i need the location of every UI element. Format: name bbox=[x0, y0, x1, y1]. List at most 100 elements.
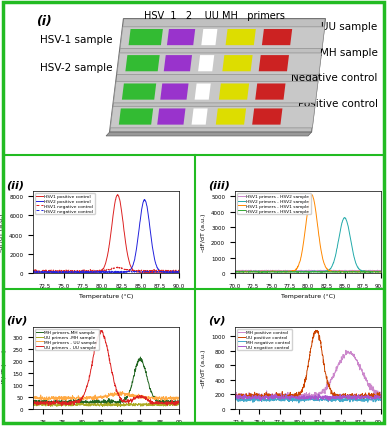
UU primers -MH sample bbox=[117, 402, 122, 407]
HSV1 primers - HSV1 sample bbox=[379, 269, 384, 274]
HSV1 primers - HSV2 sample bbox=[299, 269, 304, 274]
Polygon shape bbox=[192, 109, 208, 125]
Line: HSV1 positive control: HSV1 positive control bbox=[33, 195, 179, 273]
MH primers-MH sample bbox=[31, 400, 35, 406]
HSV1 positive control bbox=[141, 270, 146, 275]
HSV2 primers - HSV1 sample bbox=[368, 270, 373, 275]
Polygon shape bbox=[119, 109, 153, 125]
HSV1 positive control bbox=[57, 270, 61, 275]
Legend: HSV1 positive control, HSV2 positive control, HSV1 negative control, HSV2 negati: HSV1 positive control, HSV2 positive con… bbox=[35, 193, 95, 215]
MH primers - UU sample bbox=[163, 398, 167, 403]
HSV1 negative control bbox=[68, 269, 73, 274]
HSV2 positive control bbox=[142, 198, 147, 203]
Legend: MH primers-MH sample, UU primers -MH sample, MH primers - UU sample, UU primers : MH primers-MH sample, UU primers -MH sam… bbox=[35, 329, 99, 350]
MH positive control bbox=[330, 374, 335, 380]
MH primers - UU sample bbox=[97, 394, 101, 399]
Polygon shape bbox=[110, 20, 325, 133]
MH negative control bbox=[299, 397, 304, 402]
MH primers - UU sample bbox=[177, 395, 182, 400]
UU primers - UU sample bbox=[46, 403, 51, 408]
MH primers - UU sample bbox=[120, 389, 125, 394]
HSV2 primers - HSV1 sample bbox=[379, 270, 384, 275]
UU positive control bbox=[343, 395, 348, 400]
HSV2 primers - HSV2 sample bbox=[320, 270, 324, 275]
MH primers - UU sample bbox=[31, 396, 35, 401]
MH primers-MH sample bbox=[177, 401, 182, 406]
HSV2 primers - HSV1 sample bbox=[271, 270, 275, 275]
MH primers-MH sample bbox=[141, 363, 146, 368]
UU positive control bbox=[233, 394, 237, 399]
HSV2 negative control bbox=[57, 270, 61, 275]
HSV2 primers - HSV1 sample bbox=[249, 269, 253, 274]
MH primers - UU sample bbox=[117, 391, 122, 396]
UU positive control bbox=[259, 393, 263, 398]
MH primers-MH sample bbox=[57, 399, 62, 404]
HSV2 positive control bbox=[97, 270, 102, 275]
MH negative control bbox=[379, 397, 384, 402]
HSV1 negative control bbox=[128, 268, 133, 273]
HSV2 primers - HSV2 sample bbox=[270, 269, 275, 274]
HSV2 negative control bbox=[122, 271, 127, 276]
MH positive control bbox=[299, 393, 304, 398]
Text: HSV  1   2    UU MH   primers: HSV 1 2 UU MH primers bbox=[144, 11, 284, 20]
HSV1 negative control bbox=[31, 268, 35, 273]
UU positive control bbox=[270, 392, 275, 397]
UU positive control bbox=[379, 393, 384, 398]
Polygon shape bbox=[252, 109, 283, 125]
UU negative control bbox=[331, 394, 336, 399]
Text: MH sample: MH sample bbox=[320, 48, 378, 58]
HSV1 negative control bbox=[117, 266, 122, 271]
MH positive control bbox=[379, 394, 384, 399]
HSV2 negative control bbox=[129, 269, 134, 274]
HSV2 primers - HSV2 sample bbox=[342, 216, 347, 221]
MH primers-MH sample bbox=[97, 399, 102, 404]
HSV2 primers - HSV1 sample bbox=[259, 270, 263, 275]
Line: UU primers - UU sample: UU primers - UU sample bbox=[33, 331, 179, 406]
HSV2 positive control bbox=[31, 271, 36, 276]
Polygon shape bbox=[167, 30, 195, 46]
Y-axis label: -dF/dT (a.u.): -dF/dT (a.u.) bbox=[2, 349, 7, 387]
HSV1 positive control bbox=[115, 193, 120, 198]
UU primers - UU sample bbox=[177, 401, 182, 406]
HSV2 primers - HSV1 sample bbox=[343, 270, 348, 275]
MH negative control bbox=[319, 398, 324, 403]
Line: MH primers - UU sample: MH primers - UU sample bbox=[33, 391, 179, 401]
Line: MH positive control: MH positive control bbox=[235, 351, 381, 400]
Text: (iv): (iv) bbox=[7, 315, 28, 325]
Text: (i): (i) bbox=[36, 14, 52, 27]
Polygon shape bbox=[255, 84, 286, 101]
UU negative control bbox=[259, 396, 263, 401]
MH negative control bbox=[331, 397, 336, 402]
Line: UU positive control: UU positive control bbox=[235, 331, 381, 401]
Polygon shape bbox=[223, 56, 253, 72]
UU primers -MH sample bbox=[106, 400, 110, 405]
Polygon shape bbox=[259, 56, 289, 72]
HSV2 negative control bbox=[31, 270, 35, 275]
HSV1 negative control bbox=[165, 270, 170, 275]
UU primers - UU sample bbox=[97, 331, 102, 337]
HSV2 positive control bbox=[128, 267, 133, 272]
Line: HSV1 negative control: HSV1 negative control bbox=[33, 267, 179, 273]
Polygon shape bbox=[120, 28, 325, 49]
HSV1 positive control bbox=[68, 270, 73, 275]
HSV1 primers - HSV2 sample bbox=[238, 270, 242, 275]
Text: (iii): (iii) bbox=[209, 180, 230, 190]
UU negative control bbox=[316, 391, 321, 397]
UU positive control bbox=[313, 328, 318, 333]
X-axis label: Temperature (°C): Temperature (°C) bbox=[281, 294, 335, 299]
Polygon shape bbox=[157, 109, 185, 125]
Polygon shape bbox=[262, 30, 292, 46]
HSV1 positive control bbox=[177, 270, 182, 275]
MH positive control bbox=[270, 396, 275, 401]
Polygon shape bbox=[160, 84, 188, 101]
MH primers-MH sample bbox=[68, 399, 73, 404]
HSV1 primers - HSV1 sample bbox=[299, 255, 303, 260]
HSV2 positive control bbox=[31, 270, 35, 275]
MH negative control bbox=[270, 397, 275, 402]
Y-axis label: -dF/dT (a.u.): -dF/dT (a.u.) bbox=[200, 213, 205, 252]
UU primers -MH sample bbox=[141, 402, 146, 407]
HSV1 negative control bbox=[177, 270, 182, 275]
UU negative control bbox=[379, 394, 384, 400]
Polygon shape bbox=[226, 30, 256, 46]
MH positive control bbox=[343, 351, 348, 357]
